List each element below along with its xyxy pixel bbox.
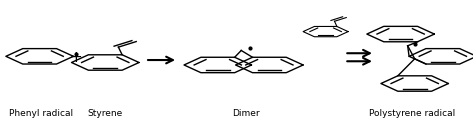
Text: Polystyrene radical: Polystyrene radical <box>369 109 456 118</box>
Text: Styrene: Styrene <box>88 109 123 118</box>
Text: +: + <box>69 50 82 65</box>
Text: Phenyl radical: Phenyl radical <box>9 109 73 118</box>
Text: Dimer: Dimer <box>232 109 260 118</box>
